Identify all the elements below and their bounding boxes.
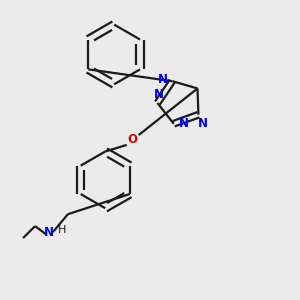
Text: H: H [58,225,67,235]
Text: N: N [198,117,208,130]
Text: O: O [127,133,137,146]
Text: N: N [154,88,164,100]
Text: N: N [179,117,189,130]
Text: N: N [158,73,168,86]
Text: N: N [44,226,54,238]
